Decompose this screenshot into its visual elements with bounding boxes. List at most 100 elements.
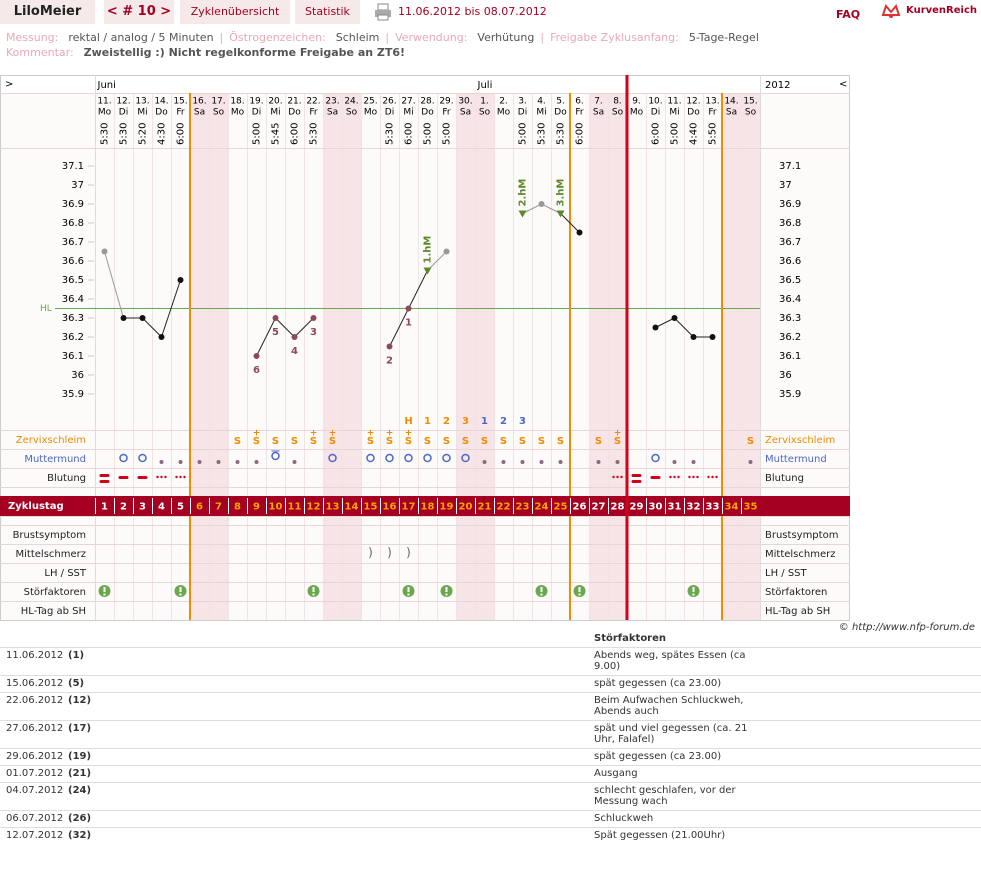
cervix-open xyxy=(423,453,432,463)
cervix-open xyxy=(119,453,128,463)
weekday: Sa xyxy=(327,108,338,118)
date: 26. xyxy=(382,97,396,107)
disturbance-excl-dot xyxy=(540,593,543,596)
date: 4. xyxy=(537,97,546,107)
temp-line xyxy=(427,251,447,271)
time: 5:20 xyxy=(138,123,149,145)
temp-line xyxy=(408,270,428,309)
logo[interactable]: KurvenReich xyxy=(906,5,978,16)
peak-label: 2 xyxy=(500,416,507,427)
cycle-day: 6 xyxy=(196,502,203,513)
cycle-day: 29 xyxy=(630,502,644,513)
row-day: (32) xyxy=(68,830,92,841)
bleed-light xyxy=(175,475,178,479)
row-text: spät gegessen (ca 23.00) xyxy=(594,751,722,762)
row-day: (5) xyxy=(68,678,85,689)
zervix: S xyxy=(367,436,374,447)
time: 5:00 xyxy=(423,123,434,145)
temp-line xyxy=(256,317,276,357)
row-text: Ausgang xyxy=(594,768,638,779)
chart-frame xyxy=(0,75,850,621)
temp-line xyxy=(674,317,694,338)
weekday: So xyxy=(612,108,624,118)
disturbance-excl xyxy=(445,587,448,592)
weekday: So xyxy=(213,108,225,118)
cycle-day: 8 xyxy=(234,502,241,513)
weekday: Mo xyxy=(630,108,644,118)
bleed-light xyxy=(696,475,699,479)
weekend-shade xyxy=(323,93,342,620)
hl-label: HL xyxy=(40,304,52,314)
zervix: S xyxy=(500,436,507,447)
row-day: (26) xyxy=(68,813,92,824)
time: 5:50 xyxy=(708,123,719,145)
disturbance-excl-dot xyxy=(103,593,106,596)
disturbance-table: Störfaktoren 11.06.2012 (1) Abends weg, spä… xyxy=(0,633,981,844)
disturbance-excl xyxy=(312,587,315,592)
temp-point xyxy=(518,210,527,218)
disturbance-excl xyxy=(692,587,695,592)
row-label-right: HL-Tag ab SH xyxy=(765,606,830,617)
cervix-dot xyxy=(539,460,544,464)
weekday: Mi xyxy=(270,108,280,118)
nav-left: > xyxy=(5,79,13,90)
row-day: (24) xyxy=(68,785,92,796)
mittelschmerz: ) xyxy=(368,546,373,560)
row-text: Schluckweh xyxy=(594,813,654,824)
temp-point xyxy=(101,248,108,255)
date: 19. xyxy=(249,97,263,107)
y-tick-label-right: 36.4 xyxy=(779,294,801,305)
date: 17. xyxy=(211,97,225,107)
separator: | xyxy=(219,31,224,44)
row-label: Brustsymptom xyxy=(13,530,86,541)
row-date: 27.06.2012 xyxy=(6,723,64,734)
bleed-medium xyxy=(650,476,661,479)
table-row: 01.07.2012 (21) Ausgang xyxy=(0,765,981,782)
cycle-day: 4 xyxy=(158,502,165,513)
cycle-day: 10 xyxy=(269,502,283,513)
temp-point xyxy=(671,315,678,321)
disturbance-excl xyxy=(103,587,106,592)
time: 4:30 xyxy=(157,123,168,145)
cycle-day: 21 xyxy=(478,502,492,513)
user[interactable]: LiloMeier xyxy=(0,0,95,24)
temp-point xyxy=(177,277,184,283)
zervix: S xyxy=(538,436,545,447)
weekday: Sa xyxy=(194,108,205,118)
row-label: HL-Tag ab SH xyxy=(21,606,86,617)
peak-label: 2 xyxy=(443,416,450,427)
date: 7. xyxy=(594,97,603,107)
cycle-day: 19 xyxy=(440,502,454,513)
info: Messung: rektal / analog / 5 Minuten | Östr… xyxy=(6,30,765,60)
row-label: Störfaktoren xyxy=(24,587,86,598)
weekend-shade xyxy=(456,93,475,620)
date: 1. xyxy=(480,97,489,107)
print-icon[interactable] xyxy=(374,3,392,21)
cycle-nav[interactable]: < # 10 > xyxy=(104,0,174,24)
disturbance-excl-dot xyxy=(578,593,581,596)
stats-tab[interactable]: Statistik xyxy=(295,0,360,24)
table-row: 15.06.2012 (5) spät gegessen (ca 23.00) xyxy=(0,675,981,692)
cervix-dot xyxy=(520,460,525,464)
cervix-open xyxy=(385,453,394,463)
table-row: 27.06.2012 (17) spät und viel gegessen (ca… xyxy=(0,720,981,748)
row-label: Zyklustag xyxy=(8,501,64,512)
faq[interactable]: FAQ xyxy=(836,8,861,21)
time: 5:00 xyxy=(442,123,453,145)
weekday: So xyxy=(745,108,757,118)
info-label: Verwendung: xyxy=(395,31,468,44)
row-label: LH / SST xyxy=(44,568,87,579)
temp-point xyxy=(709,334,716,340)
weekday: So xyxy=(346,108,358,118)
cervix-open xyxy=(651,453,660,463)
y-tick-label: 35.9 xyxy=(62,389,84,400)
overview-tab[interactable]: Zyklenübersicht xyxy=(180,0,290,24)
date: 25. xyxy=(363,97,377,107)
cervix-dot xyxy=(672,460,677,464)
weekday: Di xyxy=(651,108,660,118)
cycle-day: 26 xyxy=(573,502,587,513)
table-row: 22.06.2012 (12) Beim Aufwachen Schluckweh,… xyxy=(0,692,981,720)
weekday: Fr xyxy=(442,108,451,118)
row-day: (21) xyxy=(68,768,92,779)
bleed-light xyxy=(156,475,159,479)
